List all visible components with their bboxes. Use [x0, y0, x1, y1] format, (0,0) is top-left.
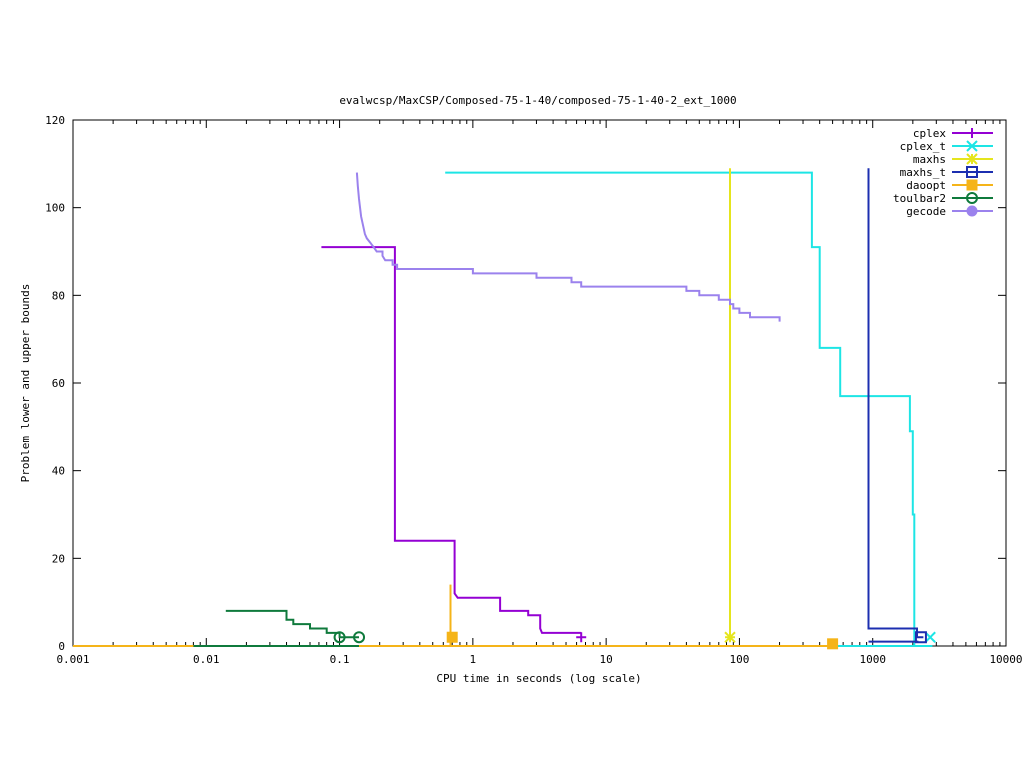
- series-group: [73, 168, 936, 650]
- legend-item: maxhs: [913, 153, 993, 166]
- legend-label: daoopt: [906, 179, 946, 192]
- x-axis-ticks: 0.001 0.01 0.1 1 10 100 1000 10000: [56, 120, 1023, 666]
- legend-label: maxhs_t: [900, 166, 946, 179]
- legend-label: gecode: [906, 205, 946, 218]
- series-point-marker: [353, 631, 366, 644]
- legend-swatch-marker: [966, 179, 978, 191]
- legend-swatch-marker: [966, 166, 978, 178]
- legend: cplexcplex_tmaxhsmaxhs_tdaoopttoulbar2ge…: [893, 127, 993, 218]
- legend-item: toulbar2: [893, 192, 993, 205]
- legend-swatch-marker: [967, 128, 977, 138]
- series-upper-bound-line: [321, 246, 582, 634]
- legend-item: gecode: [906, 205, 993, 218]
- legend-label: toulbar2: [893, 192, 946, 205]
- x-tick-label: 0.01: [193, 653, 220, 666]
- y-tick-label: 40: [52, 465, 65, 478]
- legend-item: maxhs_t: [900, 166, 993, 179]
- series-toulbar2: [193, 609, 366, 647]
- series-upper-bound-line: [225, 609, 359, 639]
- legend-item: cplex_t: [900, 140, 993, 153]
- series-upper-bound-line: [445, 171, 933, 647]
- x-tick-label: 0.001: [56, 653, 89, 666]
- series-point-marker: [914, 631, 927, 644]
- legend-swatch-marker: [966, 192, 978, 204]
- y-tick-label: 60: [52, 377, 65, 390]
- x-tick-label: 1000: [859, 653, 886, 666]
- series-point-marker: [446, 631, 458, 643]
- y-tick-label: 0: [58, 640, 65, 653]
- y-tick-label: 80: [52, 289, 65, 302]
- series-point-marker: [333, 631, 346, 644]
- series-maxhs_t: [867, 168, 927, 644]
- legend-swatch-marker: [966, 153, 978, 165]
- series-point-marker: [827, 638, 839, 650]
- series-cplex_t: [445, 171, 936, 647]
- legend-swatch-marker: [966, 140, 978, 152]
- y-tick-label: 120: [45, 114, 65, 127]
- legend-label: cplex: [913, 127, 946, 140]
- x-tick-label: 1: [470, 653, 477, 666]
- x-axis-label: CPU time in seconds (log scale): [436, 672, 641, 685]
- y-axis-ticks: 0 20 40 60 80 100 120: [45, 114, 1006, 653]
- y-tick-label: 20: [52, 552, 65, 565]
- legend-label: cplex_t: [900, 140, 946, 153]
- legend-item: cplex: [913, 127, 993, 140]
- x-tick-label: 10: [600, 653, 613, 666]
- legend-label: maxhs: [913, 153, 946, 166]
- y-axis-label: Problem lower and upper bounds: [19, 284, 32, 483]
- series-upper-bound-line: [355, 172, 781, 322]
- series-point-marker: [576, 632, 587, 643]
- legend-item: daoopt: [906, 179, 993, 192]
- chart-title: evalwcsp/MaxCSP/Composed-75-1-40/compose…: [339, 94, 736, 107]
- y-tick-label: 100: [45, 202, 65, 215]
- series-gecode: [355, 172, 781, 322]
- series-upper-bound-line: [867, 168, 924, 639]
- series-point-marker: [724, 631, 736, 643]
- x-tick-label: 10000: [989, 653, 1022, 666]
- legend-swatch-marker: [966, 205, 978, 217]
- x-tick-label: 100: [729, 653, 749, 666]
- x-tick-label: 0.1: [330, 653, 350, 666]
- series-maxhs: [724, 168, 736, 643]
